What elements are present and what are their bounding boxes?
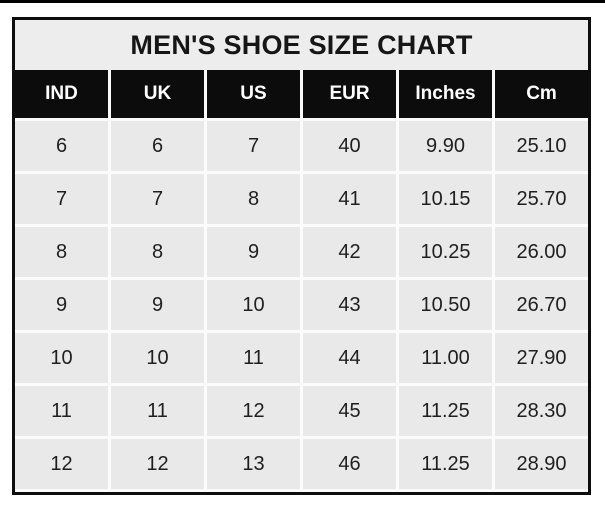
table-cell: 11.00 bbox=[399, 333, 492, 383]
table-cell: 25.70 bbox=[495, 174, 588, 224]
table-cell: 42 bbox=[303, 227, 396, 277]
table-title: MEN'S SHOE SIZE CHART bbox=[15, 20, 588, 70]
shoe-size-chart-table: MEN'S SHOE SIZE CHART IND UK US EUR Inch… bbox=[12, 17, 591, 495]
table-cell: 27.90 bbox=[495, 333, 588, 383]
table-cell: 40 bbox=[303, 121, 396, 171]
table-cell: 28.90 bbox=[495, 439, 588, 489]
table-cell: 11 bbox=[15, 386, 108, 436]
column-header-uk: UK bbox=[111, 70, 204, 118]
column-header-cm: Cm bbox=[495, 70, 588, 118]
table-cell: 11.25 bbox=[399, 439, 492, 489]
table-cell: 10.25 bbox=[399, 227, 492, 277]
table-cell: 12 bbox=[15, 439, 108, 489]
table-cell: 11 bbox=[111, 386, 204, 436]
table-cell: 44 bbox=[303, 333, 396, 383]
column-header-ind: IND bbox=[15, 70, 108, 118]
table-cell: 8 bbox=[207, 174, 300, 224]
table-cell: 6 bbox=[111, 121, 204, 171]
table-cell: 46 bbox=[303, 439, 396, 489]
table-cell: 10 bbox=[15, 333, 108, 383]
table-cell: 9 bbox=[207, 227, 300, 277]
table-cell: 13 bbox=[207, 439, 300, 489]
table-cell: 28.30 bbox=[495, 386, 588, 436]
table-cell: 10 bbox=[207, 280, 300, 330]
table-cell: 12 bbox=[207, 386, 300, 436]
table-cell: 9.90 bbox=[399, 121, 492, 171]
table-cell: 9 bbox=[111, 280, 204, 330]
image-top-border-line bbox=[0, 0, 605, 3]
table-cell: 7 bbox=[111, 174, 204, 224]
column-header-us: US bbox=[207, 70, 300, 118]
table-cell: 10 bbox=[111, 333, 204, 383]
table-grid: IND UK US EUR Inches Cm 6 6 7 40 9.90 25… bbox=[15, 70, 588, 492]
table-cell: 41 bbox=[303, 174, 396, 224]
table-cell: 7 bbox=[15, 174, 108, 224]
table-cell: 10.50 bbox=[399, 280, 492, 330]
table-cell: 8 bbox=[111, 227, 204, 277]
table-cell: 11 bbox=[207, 333, 300, 383]
table-cell: 8 bbox=[15, 227, 108, 277]
table-cell: 11.25 bbox=[399, 386, 492, 436]
table-cell: 26.00 bbox=[495, 227, 588, 277]
table-cell: 9 bbox=[15, 280, 108, 330]
column-header-eur: EUR bbox=[303, 70, 396, 118]
table-cell: 25.10 bbox=[495, 121, 588, 171]
table-cell: 6 bbox=[15, 121, 108, 171]
column-header-inches: Inches bbox=[399, 70, 492, 118]
table-cell: 10.15 bbox=[399, 174, 492, 224]
table-cell: 43 bbox=[303, 280, 396, 330]
table-cell: 26.70 bbox=[495, 280, 588, 330]
table-cell: 45 bbox=[303, 386, 396, 436]
table-cell: 12 bbox=[111, 439, 204, 489]
table-cell: 7 bbox=[207, 121, 300, 171]
